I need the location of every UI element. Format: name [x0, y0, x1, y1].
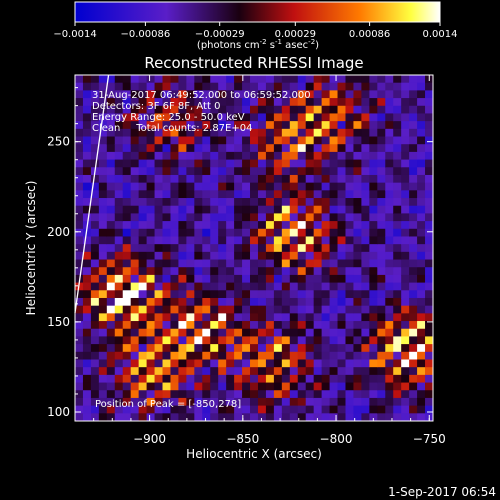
x-tick-label: −750	[413, 432, 446, 446]
colorbar-unit-label: (photons cm-2 s-1 asec-2)	[197, 38, 319, 51]
y-axis-label: Heliocentric Y (arcsec)	[24, 181, 38, 316]
y-tick-label: 150	[47, 315, 70, 329]
y-axis: 100 150 200 250	[47, 87, 433, 419]
info-time-range: 31-Aug-2017 06:49:52.000 to 06:59:52.000	[92, 90, 311, 101]
colorbar-tick-label: 0.0014	[423, 29, 458, 40]
plot-frame	[74, 74, 434, 422]
chart-title: Reconstructed RHESSI Image	[144, 54, 363, 72]
colorbar-tick-label: −0.0014	[53, 29, 96, 40]
x-axis-label: Heliocentric X (arcsec)	[186, 447, 322, 461]
y-tick-label: 100	[47, 405, 70, 419]
observation-info: 31-Aug-2017 06:49:52.000 to 06:59:52.000…	[92, 90, 311, 134]
info-detectors: Detectors: 3F 6F 8F, Att 0	[92, 101, 220, 112]
x-tick-label: −850	[226, 432, 259, 446]
colorbar	[74, 1, 441, 23]
info-clean-counts: Clean Total counts: 2.87E+04	[92, 123, 252, 134]
solar-limb-line	[74, 74, 110, 313]
x-axis: −900 −850 −800 −750	[93, 75, 446, 446]
peak-position-label: Position of Peak = [-850,278]	[95, 399, 241, 410]
colorbar-tick-label: −0.00029	[195, 29, 245, 40]
x-tick-label: −900	[133, 432, 166, 446]
y-tick-label: 250	[47, 135, 70, 149]
colorbar-ticks: −0.0014 −0.00086 −0.00029 0.00029 0.00086 0.0…	[53, 22, 458, 40]
info-energy-range: Energy Range: 25.0 - 50.0 keV	[92, 112, 245, 123]
heatmap-image	[75, 75, 433, 421]
colorbar-tick-label: −0.00086	[121, 29, 171, 40]
colorbar-tick-label: 0.00029	[275, 29, 316, 40]
x-tick-label: −800	[320, 432, 353, 446]
footer-timestamp: 1-Sep-2017 06:54	[388, 485, 496, 499]
colorbar-tick-label: 0.00086	[349, 29, 390, 40]
y-tick-label: 200	[47, 225, 70, 239]
